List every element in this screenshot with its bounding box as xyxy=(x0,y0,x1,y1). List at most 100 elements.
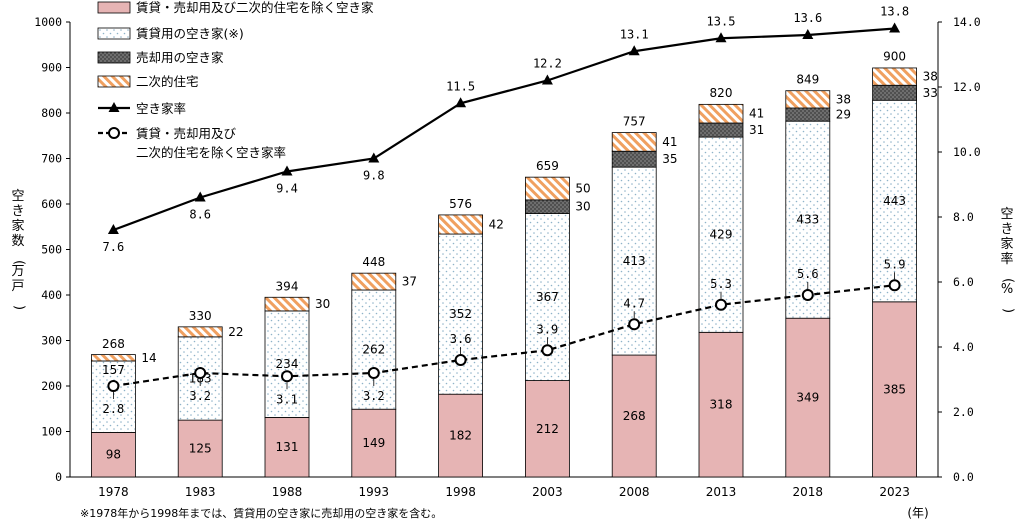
bar-segment xyxy=(785,90,831,109)
y2-tick-label: 10.0 xyxy=(953,145,981,159)
data-label: 41 xyxy=(749,107,764,121)
bar-segment xyxy=(611,354,657,478)
line-marker-triangle xyxy=(541,74,553,85)
y-tick-label: 100 xyxy=(41,425,62,439)
x-tick-label: 1983 xyxy=(185,485,216,499)
bar-segment xyxy=(351,272,397,291)
x-axis-label: (年) xyxy=(907,506,928,519)
y-tick-label: 700 xyxy=(41,152,62,166)
legend-label: 空き家率 xyxy=(136,101,186,116)
x-tick-label: 2008 xyxy=(619,485,650,499)
total-label: 659 xyxy=(536,159,559,173)
bar-segment xyxy=(698,103,744,124)
bar-segment xyxy=(91,354,136,362)
rate-label: 5.6 xyxy=(797,267,819,281)
bar-segment xyxy=(698,331,744,478)
y2-tick-label: 6.0 xyxy=(953,275,974,289)
data-label: 367 xyxy=(536,290,559,304)
bar-segment xyxy=(611,150,657,168)
dashed-rate-line xyxy=(113,284,895,388)
y-tick-label: 0 xyxy=(55,470,62,484)
rate-label: 4.7 xyxy=(623,296,645,310)
data-label: 41 xyxy=(662,135,677,149)
footnote: ※1978年から1998年までは、賃貸用の空き家に売却用の空き家を含む。 xyxy=(80,506,442,519)
line-marker-circle xyxy=(454,354,467,366)
x-tick-label: 2023 xyxy=(879,485,910,499)
total-label: 448 xyxy=(362,255,385,269)
bar-segment xyxy=(264,310,310,418)
bar-segment xyxy=(91,432,136,478)
line-marker-circle xyxy=(801,289,814,301)
data-label: 30 xyxy=(315,297,330,311)
axes: 0 100 200 300 400 500 600 700 800 900 1000 0.0 2.0 4.… xyxy=(34,15,980,499)
bar-segment xyxy=(351,289,397,410)
rate-label: 9.4 xyxy=(276,182,298,196)
x-tick-label: 1978 xyxy=(98,485,129,499)
legend-label: 賃貸・売却用及び xyxy=(136,126,237,141)
bar-segment xyxy=(525,199,570,214)
legend-label: 二次的住宅 xyxy=(136,74,199,89)
y2-tick-label: 12.0 xyxy=(953,80,981,94)
y2-tick-label: 0.0 xyxy=(953,470,974,484)
line-marker-triangle xyxy=(455,97,467,108)
rate-label: 2.8 xyxy=(103,402,125,416)
x-tick-label: 2018 xyxy=(793,485,824,499)
line-marker-circle xyxy=(541,344,554,357)
rate-label: 5.3 xyxy=(710,277,732,291)
x-tick-label: 2013 xyxy=(706,485,737,499)
data-label: 413 xyxy=(623,254,646,268)
x-tick-label: 2003 xyxy=(532,485,563,499)
y-tick-label: 300 xyxy=(41,334,62,348)
data-label: 385 xyxy=(883,382,906,396)
bar-segment xyxy=(525,380,570,478)
line-marker-triangle xyxy=(889,22,901,33)
lines-layer: 7.6 8.6 9.4 9.8 11.5 12.2 13.1 13.5 13.6 13.8 2.8 3… xyxy=(103,5,909,417)
data-label: 352 xyxy=(449,307,472,321)
legend-swatch xyxy=(97,27,131,40)
data-label: 14 xyxy=(141,351,156,365)
y-tick-label: 400 xyxy=(41,288,62,302)
bar-segment xyxy=(698,122,744,138)
rate-label: 9.8 xyxy=(363,169,385,183)
data-label: 212 xyxy=(536,422,559,436)
data-label: 35 xyxy=(662,152,677,166)
rate-label: 7.6 xyxy=(103,240,125,254)
bar-segment xyxy=(611,132,657,152)
total-label: 394 xyxy=(276,280,299,294)
rate-label: 3.2 xyxy=(189,389,211,403)
data-label: 131 xyxy=(276,440,299,454)
data-label: 33 xyxy=(923,86,938,100)
total-label: 268 xyxy=(102,337,125,351)
rate-label: 13.5 xyxy=(707,14,736,28)
y-axis-label: 空き家数(万戸) xyxy=(11,189,26,310)
bar-segment xyxy=(872,84,917,101)
y-tick-label: 800 xyxy=(41,106,62,120)
total-label: 849 xyxy=(796,73,819,87)
rate-label: 13.1 xyxy=(620,27,649,41)
legend-swatch xyxy=(97,51,131,64)
line-marker-circle xyxy=(367,367,380,379)
line-marker-triangle xyxy=(715,32,727,43)
y2-tick-label: 8.0 xyxy=(953,210,974,224)
line-marker-circle xyxy=(281,370,293,383)
data-label: 98 xyxy=(106,448,121,462)
rate-label: 12.2 xyxy=(533,57,562,71)
line-marker-triangle xyxy=(802,29,814,39)
total-label: 576 xyxy=(449,197,472,211)
bar-segment xyxy=(438,393,484,478)
data-label: 234 xyxy=(276,357,299,371)
line-marker-triangle xyxy=(107,224,119,234)
data-label: 38 xyxy=(836,92,851,106)
x-tick-label: 1998 xyxy=(445,485,476,499)
legend-label: 賃貸・売却用及び二次的住宅を除く空き家 xyxy=(136,0,374,15)
legend-label: 二次的住宅を除く空き家率 xyxy=(136,145,286,160)
data-label: 429 xyxy=(710,228,733,242)
y2-axis-label: 空き家率(%) xyxy=(1000,207,1015,313)
line-marker-circle xyxy=(628,318,641,331)
bar-segment xyxy=(872,301,917,478)
total-label: 330 xyxy=(189,309,212,323)
data-label: 31 xyxy=(749,123,764,137)
data-label: 268 xyxy=(623,409,646,423)
